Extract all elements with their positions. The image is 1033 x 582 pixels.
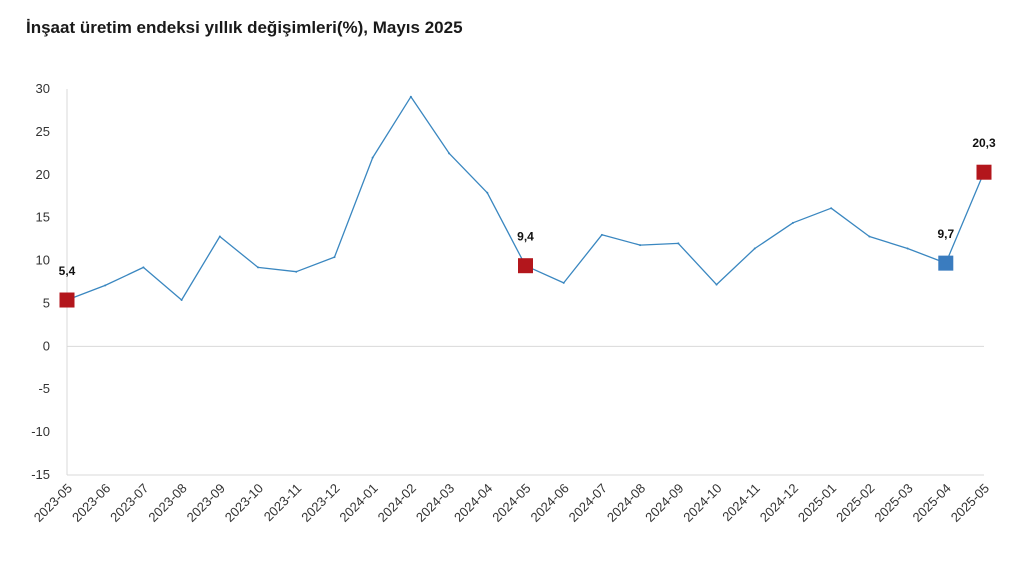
data-point: [791, 221, 794, 224]
y-tick-label: 20: [36, 167, 50, 182]
data-label: 5,4: [59, 264, 76, 278]
data-point: [486, 191, 489, 194]
x-tick-label: 2025-04: [910, 481, 954, 525]
data-point: [448, 152, 451, 155]
highlight-marker: [518, 258, 533, 274]
x-tick-label: 2023-07: [107, 481, 151, 525]
data-point: [409, 95, 412, 98]
x-tick-label: 2023-10: [222, 481, 266, 525]
data-point: [753, 247, 756, 250]
x-tick-label: 2024-07: [566, 481, 610, 525]
chart-title: İnşaat üretim endeksi yıllık değişimleri…: [26, 18, 463, 37]
data-point: [562, 281, 565, 284]
data-point: [906, 247, 909, 250]
x-tick-label: 2024-08: [604, 481, 648, 525]
data-point: [218, 235, 221, 238]
x-tick-label: 2024-03: [413, 481, 457, 525]
data-point: [639, 244, 642, 247]
data-point: [333, 256, 336, 259]
data-point: [295, 270, 298, 273]
highlight-marker: [938, 255, 954, 271]
x-tick-label: 2025-01: [795, 481, 839, 525]
y-tick-label: 25: [36, 124, 50, 139]
data-point: [868, 235, 871, 238]
x-tick-label: 2024-11: [719, 481, 763, 525]
x-tick-label: 2024-01: [336, 481, 380, 525]
x-tick-label: 2024-05: [489, 481, 533, 525]
x-tick-label: 2024-10: [680, 481, 724, 525]
data-point: [180, 299, 183, 302]
x-axis: 2023-052023-062023-072023-082023-092023-…: [31, 474, 992, 525]
data-point: [142, 266, 145, 269]
highlight-marker: [976, 164, 992, 180]
data-point: [677, 242, 680, 245]
x-tick-label: 2024-04: [451, 481, 495, 525]
data-point: [371, 156, 374, 159]
y-tick-label: 0: [43, 338, 50, 353]
x-tick-label: 2023-09: [184, 481, 228, 525]
y-tick-label: 5: [43, 295, 50, 310]
x-tick-label: 2024-12: [757, 481, 801, 525]
data-label: 9,7: [937, 227, 954, 241]
y-tick-label: -15: [31, 467, 50, 482]
data-label: 20,3: [972, 136, 996, 150]
y-tick-label: 15: [36, 210, 50, 225]
data-point: [257, 266, 260, 269]
x-tick-label: 2023-05: [31, 481, 75, 525]
x-tick-label: 2024-09: [642, 481, 686, 525]
x-tick-label: 2025-03: [871, 481, 915, 525]
y-tick-label: 10: [36, 253, 50, 268]
x-tick-label: 2023-06: [69, 481, 113, 525]
data-point: [715, 283, 718, 286]
x-tick-label: 2023-08: [145, 481, 189, 525]
y-tick-label: -10: [31, 424, 50, 439]
y-axis: 30 25 20 15 10 5 0 -5 -10 -15: [31, 81, 984, 482]
x-tick-label: 2023-11: [261, 481, 305, 525]
x-tick-label: 2024-02: [375, 481, 419, 525]
data-point: [600, 233, 603, 236]
x-tick-label: 2025-02: [833, 481, 877, 525]
x-tick-label: 2025-05: [948, 481, 992, 525]
data-point: [104, 284, 107, 287]
highlight-marker: [59, 292, 75, 308]
x-tick-label: 2024-06: [527, 481, 571, 525]
y-tick-label: -5: [38, 381, 50, 396]
data-point: [830, 207, 833, 210]
data-label: 9,4: [517, 230, 534, 244]
x-tick-label: 2023-12: [298, 481, 342, 525]
y-tick-label: 30: [36, 81, 50, 96]
highlight-layer: 5,4 9,4 9,7 20,3: [59, 136, 996, 308]
